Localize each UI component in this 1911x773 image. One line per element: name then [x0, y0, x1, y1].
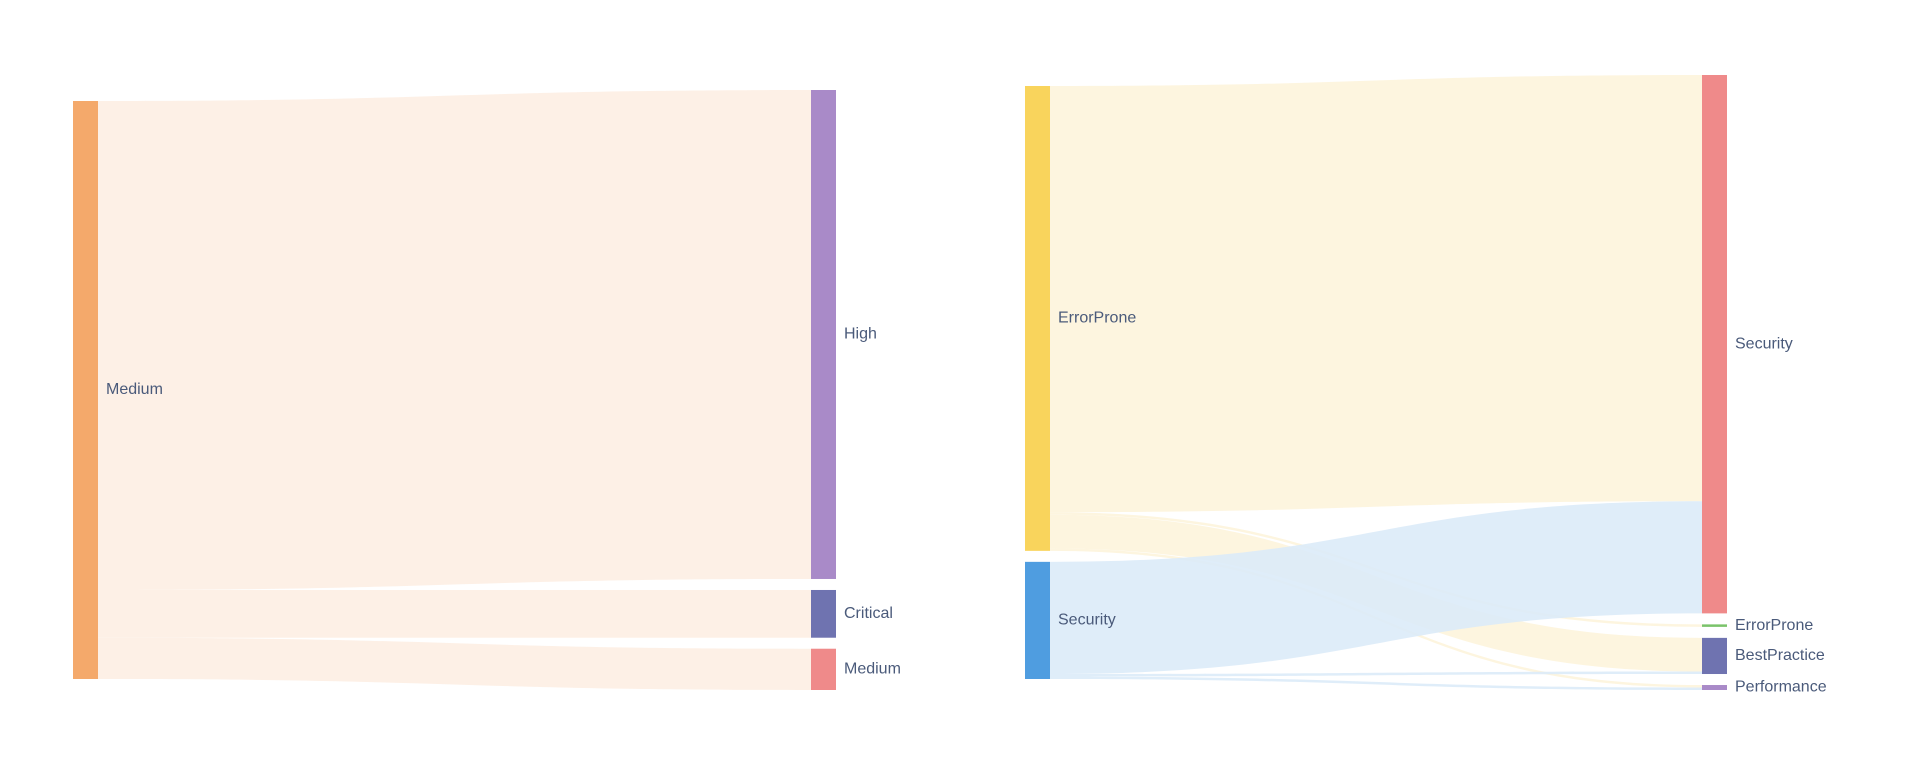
link	[98, 90, 811, 590]
node-label: Security	[1058, 612, 1116, 629]
node	[1025, 561, 1050, 679]
node	[1702, 637, 1727, 675]
sankey-chart: ErrorProne Security Security ErrorProne Best…	[1025, 75, 1827, 696]
links	[98, 90, 811, 690]
node	[811, 90, 836, 579]
node-label: ErrorProne	[1735, 617, 1813, 634]
link	[1050, 501, 1702, 675]
node	[1702, 624, 1727, 627]
sankey-chart: Medium High Critical Medium	[73, 90, 901, 690]
node-label: Medium	[106, 381, 163, 398]
node-label: BestPractice	[1735, 647, 1825, 664]
link	[98, 637, 811, 690]
node-label: Security	[1735, 335, 1793, 352]
node	[1702, 75, 1727, 614]
node-label: ErrorProne	[1058, 310, 1136, 327]
links	[1050, 75, 1702, 690]
node-label: High	[844, 326, 877, 343]
node-label: Medium	[844, 661, 901, 678]
node	[73, 101, 98, 679]
link	[1050, 671, 1702, 677]
link	[1050, 676, 1702, 690]
node	[811, 589, 836, 638]
node-label: Critical	[844, 605, 893, 622]
node	[1025, 86, 1050, 551]
link	[98, 589, 811, 638]
node	[1702, 685, 1727, 690]
node-label: Performance	[1735, 679, 1827, 696]
node	[811, 648, 836, 690]
link	[1050, 75, 1702, 513]
